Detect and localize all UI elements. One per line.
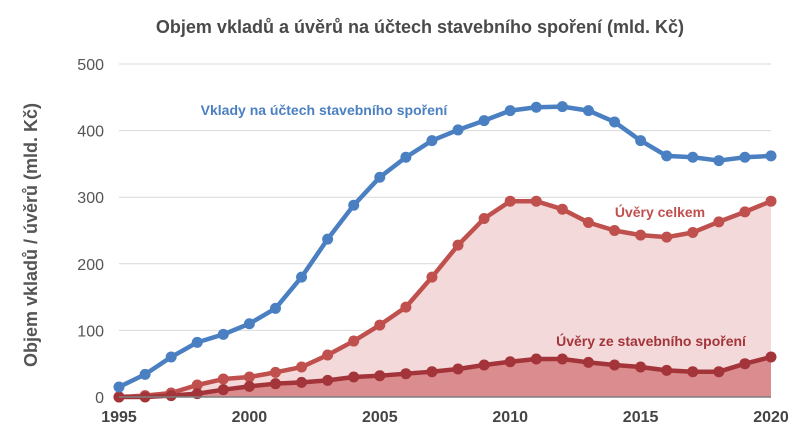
x-tick-label: 1995 [101, 409, 137, 426]
y-axis-label: Objem vkladů / úvěrů (mld. Kč) [21, 103, 41, 367]
y-tick-label: 500 [77, 57, 104, 74]
data-point [191, 336, 203, 348]
data-point [348, 335, 360, 347]
data-point [556, 203, 568, 215]
data-point [635, 229, 647, 241]
series-label: Úvěry celkem [615, 203, 705, 220]
data-point [478, 115, 490, 127]
data-point [296, 376, 308, 388]
data-point [243, 371, 255, 383]
data-point [400, 151, 412, 163]
data-point [739, 206, 751, 218]
x-tick-label: 2010 [492, 409, 528, 426]
data-point [582, 105, 594, 117]
data-point [400, 301, 412, 313]
x-tick-label: 2000 [232, 409, 268, 426]
data-point [713, 366, 725, 378]
data-point [504, 195, 516, 207]
data-point [765, 351, 777, 363]
series-area [119, 201, 771, 397]
series-label: Úvěry ze stavebního spoření [556, 332, 747, 349]
data-point [348, 371, 360, 383]
data-point [687, 366, 699, 378]
data-point [322, 233, 334, 245]
data-point [452, 363, 464, 375]
x-tick-label: 2015 [623, 409, 659, 426]
data-point [243, 318, 255, 330]
data-point [765, 195, 777, 207]
y-tick-label: 300 [77, 190, 104, 207]
series-labels: Vklady na účtech stavebního spoření Úvěry… [201, 102, 747, 349]
data-point [426, 135, 438, 147]
series-label: Vklady na účtech stavebního spoření [201, 102, 449, 118]
axes: 0 100 200 300 400 500 1995 2000 2005 2010 2015 2020 [77, 57, 789, 426]
series-area [119, 357, 771, 397]
data-point [165, 390, 177, 402]
x-tick-label: 2005 [362, 409, 398, 426]
data-point [217, 328, 229, 340]
data-point [609, 359, 621, 371]
data-point [113, 381, 125, 393]
data-point [713, 216, 725, 228]
data-point [635, 361, 647, 373]
data-point [322, 374, 334, 386]
x-tick-label: 2020 [753, 409, 789, 426]
data-point [661, 150, 673, 162]
data-point [374, 370, 386, 382]
data-point [139, 368, 151, 380]
data-point [296, 361, 308, 373]
data-point [478, 359, 490, 371]
data-point [609, 225, 621, 236]
data-point [582, 217, 594, 229]
data-point [269, 378, 281, 390]
data-point [687, 226, 699, 238]
data-point [217, 373, 229, 385]
data-point [374, 171, 386, 183]
data-point [322, 349, 334, 361]
data-point [556, 101, 568, 113]
data-point [713, 155, 725, 167]
data-point [400, 368, 412, 380]
data-point [556, 353, 568, 365]
data-point [269, 302, 281, 314]
data-point [426, 271, 438, 283]
data-point [217, 384, 229, 396]
data-point [504, 356, 516, 368]
y-tick-label: 100 [77, 323, 104, 340]
data-point [661, 364, 673, 376]
data-point [191, 379, 203, 391]
data-point [609, 116, 621, 128]
series-points [113, 101, 777, 403]
data-point [269, 366, 281, 378]
data-point [530, 101, 542, 113]
data-point [296, 271, 308, 283]
data-point [687, 151, 699, 163]
areas [119, 201, 771, 397]
data-point [661, 231, 673, 243]
data-point [243, 380, 255, 392]
data-point [478, 213, 490, 225]
data-point [374, 319, 386, 331]
data-point [530, 195, 542, 207]
data-point [582, 356, 594, 368]
data-point [165, 351, 177, 363]
data-point [530, 353, 542, 365]
y-tick-label: 200 [77, 257, 104, 274]
data-point [452, 239, 464, 251]
data-point [739, 151, 751, 163]
data-point [426, 366, 438, 378]
data-point [504, 105, 516, 117]
data-point [452, 124, 464, 136]
data-point [739, 358, 751, 370]
y-tick-label: 0 [95, 390, 104, 407]
y-tick-label: 400 [77, 124, 104, 141]
chart-title: Objem vkladů a úvěrů na účtech stavebníh… [156, 17, 684, 37]
data-point [348, 199, 360, 211]
data-point [765, 150, 777, 162]
data-point [635, 135, 647, 147]
